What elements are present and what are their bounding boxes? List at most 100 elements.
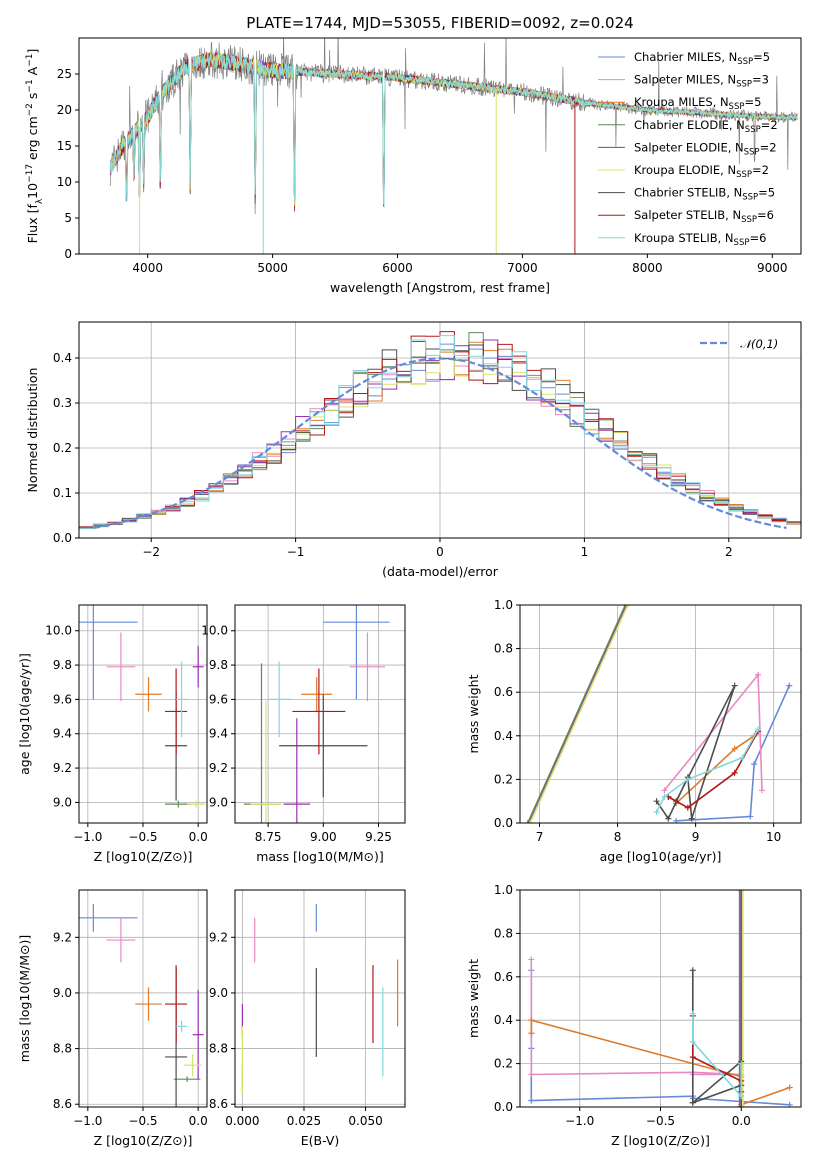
axes-frame xyxy=(234,889,406,1108)
x-tick-label: −0.5 xyxy=(128,830,157,844)
y-tick-label: 9.0 xyxy=(209,986,228,1000)
errorbars xyxy=(79,605,205,808)
y-axis-label: mass [log10(M/M⊙)] xyxy=(17,935,32,1063)
x-tick-label: 8000 xyxy=(632,261,663,275)
weight-marker xyxy=(739,754,746,761)
y-tick-label: 9.8 xyxy=(53,658,72,672)
legend-tail: =5 xyxy=(744,95,761,109)
y-tick-label: 5 xyxy=(64,211,72,225)
y-tick-label: 0.4 xyxy=(494,729,513,743)
x-tick-label: 5000 xyxy=(257,261,288,275)
mass-vs-ebv-panel: 0.000 0.025 0.050 8.6 8.8 9.0 9.2 E(B-V) xyxy=(209,889,406,1148)
y-tick-label: 0.3 xyxy=(53,396,72,410)
x-axis-label: Z [log10(Z/Z⊙)] xyxy=(611,1133,710,1148)
weight-marker xyxy=(731,745,738,752)
y-tick-label: 0.8 xyxy=(494,642,513,656)
y-tick-label: 10.0 xyxy=(201,624,228,638)
legend-sub: SSP xyxy=(741,215,757,225)
legend-sub: SSP xyxy=(742,193,758,203)
weight-marker xyxy=(528,1097,535,1104)
histogram-series-c7 xyxy=(79,331,801,528)
mass-weight-vs-age-panel: 7 8 9 10 0.0 0.2 0.4 0.6 0.8 1.0 age [log10(age/yr… xyxy=(466,598,802,864)
y-tick-label: 9.6 xyxy=(53,692,72,706)
x-tick-label: 8.75 xyxy=(255,830,282,844)
y-tick-label: 8.6 xyxy=(53,1097,72,1111)
mass-vs-Z-panel: −1.0 −0.5 0.0 8.6 8.8 9.0 9.2 Z [log10(Z/Z⊙)] ma… xyxy=(17,889,208,1148)
y-tick-label: 9.0 xyxy=(53,795,72,809)
legend-entry: Chabrier MILES, NSSP=5 xyxy=(634,50,770,67)
weight-series-c8 xyxy=(691,1013,743,1099)
y-tick-label: 10.0 xyxy=(45,624,72,638)
legend-text: Chabrier STELIB, N xyxy=(634,186,742,200)
weight-marker xyxy=(738,1060,745,1067)
legend-tail: =5 xyxy=(753,50,770,64)
weight-marker xyxy=(684,804,691,811)
legend-text: Salpeter MILES, N xyxy=(634,73,736,87)
weight-marker xyxy=(689,1010,696,1017)
weight-marker xyxy=(786,682,793,689)
legend-entry: Kroupa ELODIE, NSSP=2 xyxy=(634,163,769,180)
legend-sub: SSP xyxy=(736,170,752,180)
x-axis-label: (data-model)/error xyxy=(382,564,499,579)
histogram-series-c8 xyxy=(79,335,801,529)
legend-entry: Chabrier STELIB, NSSP=5 xyxy=(634,186,775,203)
figure-title: PLATE=1744, MJD=53055, FIBERID=0092, z=0… xyxy=(246,14,633,32)
legend-text: Kroupa STELIB, N xyxy=(634,231,734,245)
age-vs-Z-panel: −1.0 −0.5 0.0 9.0 9.2 9.4 9.6 9.8 10.0 Z [log10(Z… xyxy=(17,604,208,864)
x-tick-label: 7 xyxy=(536,830,544,844)
y-tick-label: 15 xyxy=(57,139,72,153)
y-tick-label: 0.0 xyxy=(53,531,72,545)
x-axis-label: age [log10(age/yr)] xyxy=(600,849,722,864)
y-axis-label-part: −1 xyxy=(25,54,35,67)
weight-marker xyxy=(738,1104,745,1107)
y-tick-label: 9.2 xyxy=(209,761,228,775)
x-tick-label: 9.00 xyxy=(310,830,337,844)
x-tick-label: 9000 xyxy=(757,261,788,275)
x-tick-label: 0.050 xyxy=(348,1114,382,1128)
weight-marker xyxy=(689,1038,696,1045)
weight-marker xyxy=(758,787,765,794)
y-axis-label-part: Flux [f xyxy=(25,204,40,244)
weight-series-c6 xyxy=(691,970,743,1104)
y-axis-label: mass weight xyxy=(466,674,481,753)
x-tick-label: −1.0 xyxy=(73,830,102,844)
errorbars xyxy=(79,903,204,1107)
legend-entry: Kroupa STELIB, NSSP=6 xyxy=(634,231,766,248)
x-tick-label: 8 xyxy=(614,830,622,844)
y-axis-label-part: A xyxy=(25,66,40,79)
y-axis-label: Flux [fλ10−17 erg cm−2 s−1 A−1] xyxy=(25,49,45,244)
x-tick-label: 9 xyxy=(692,830,700,844)
x-tick-label: −0.5 xyxy=(646,1114,675,1128)
weight-marker xyxy=(526,820,533,823)
legend-sub: SSP xyxy=(729,102,745,112)
x-axis-label: mass [log10(M/M⊙)] xyxy=(256,849,384,864)
y-tick-label: 8.6 xyxy=(209,1097,228,1111)
x-tick-label: 9.25 xyxy=(365,830,392,844)
weight-marker xyxy=(736,1104,743,1107)
x-tick-label: −2 xyxy=(142,545,160,559)
axes-frame xyxy=(519,604,802,824)
panels: 4000 5000 6000 7000 8000 90000510152025wavele… xyxy=(17,37,802,1148)
spectrum-legend: Chabrier MILES, NSSP=5 Salpeter MILES, N S… xyxy=(598,50,778,248)
y-tick-label: 1.0 xyxy=(494,598,513,612)
weight-marker xyxy=(528,1030,535,1037)
y-tick-label: 9.2 xyxy=(209,930,228,944)
y-axis-label-part: s xyxy=(25,93,40,104)
x-axis-label: E(B-V) xyxy=(301,1133,340,1148)
y-tick-label: 0.6 xyxy=(494,685,513,699)
legend-entry: 𝒩(0,1) xyxy=(740,337,778,351)
legend-sub: SSP xyxy=(745,125,761,135)
weight-marker xyxy=(689,967,696,974)
y-axis-label: age [log10(age/yr)] xyxy=(17,653,32,775)
weight-marker xyxy=(684,776,691,783)
weight-lines xyxy=(524,605,793,823)
weight-marker xyxy=(736,890,743,893)
y-tick-label: 9.0 xyxy=(209,795,228,809)
axes-frame xyxy=(234,604,406,824)
legend-tail: =5 xyxy=(758,186,775,200)
weight-series-c3 xyxy=(527,605,627,823)
legend-sub: SSP xyxy=(734,238,750,248)
legend-entry: Kroupa MILES, NSSP=5 xyxy=(634,95,761,112)
y-tick-label: 0.6 xyxy=(494,970,513,984)
